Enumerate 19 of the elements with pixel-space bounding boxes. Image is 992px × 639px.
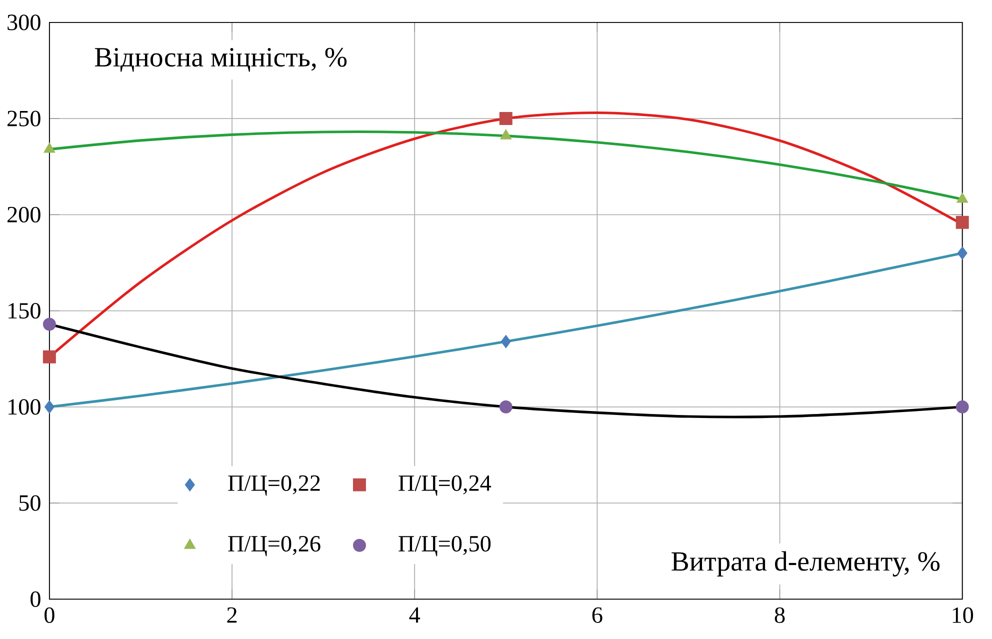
y-axis-title: Відносна міцність, % — [94, 48, 347, 72]
x-tick-label: 10 — [952, 607, 974, 624]
legend-label: П/Ц=0,26 — [228, 536, 320, 556]
legend-label: П/Ц=0,24 — [398, 476, 492, 496]
x-tick-label: 4 — [409, 607, 420, 623]
y-tick-label: 0 — [30, 591, 40, 608]
x-tick-label: 8 — [774, 607, 785, 624]
x-tick-label: 2 — [227, 607, 237, 623]
y-tick-label: 150 — [8, 303, 40, 319]
x-axis-title: Витрата d-елементу, % — [672, 551, 940, 577]
y-tick-label: 300 — [8, 14, 40, 30]
y-tick-label: 200 — [8, 206, 40, 223]
x-tick-label: 0 — [44, 607, 54, 624]
y-tick-label: 50 — [19, 495, 40, 511]
legend-label: П/Ц=0,50 — [398, 536, 491, 556]
y-tick-label: 250 — [8, 110, 40, 126]
legend-label: П/Ц=0,22 — [228, 476, 320, 496]
y-tick-label: 100 — [8, 399, 40, 415]
x-tick-label: 6 — [592, 607, 602, 624]
